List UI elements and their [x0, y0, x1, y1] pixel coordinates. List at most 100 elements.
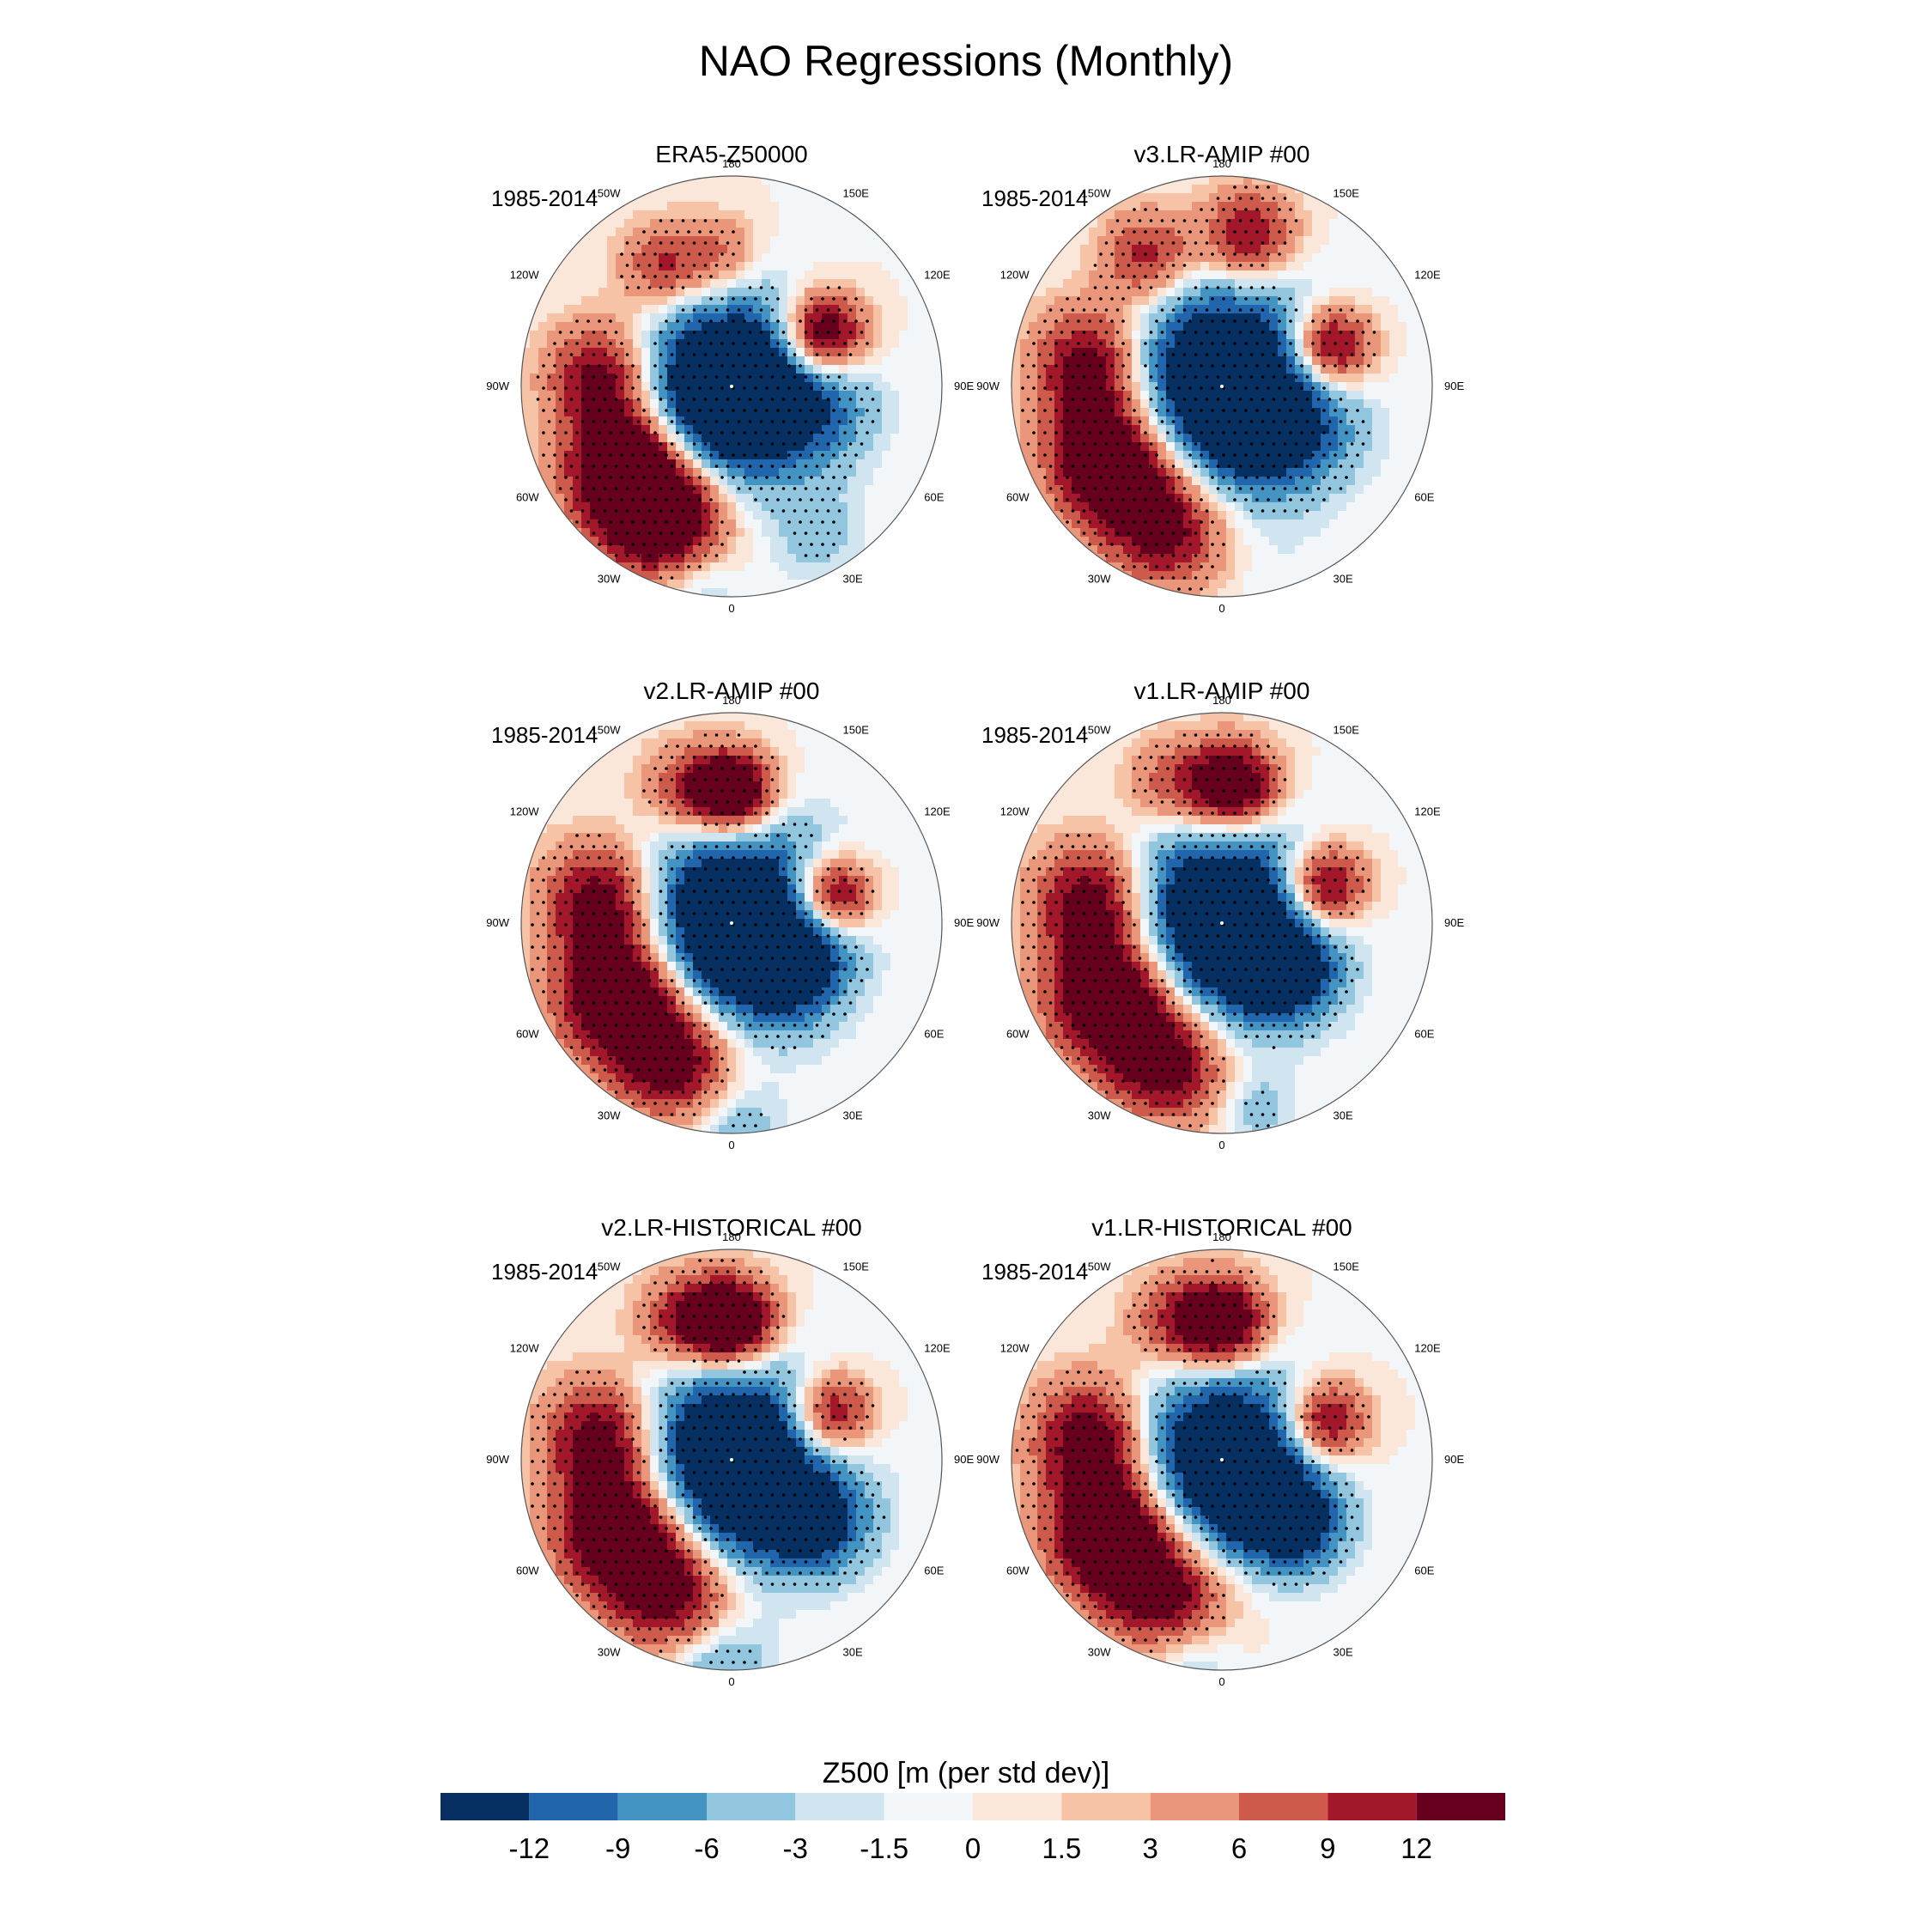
field-cell	[1132, 485, 1141, 495]
stipple-dot	[1272, 308, 1276, 312]
field-cell	[702, 434, 711, 443]
field-cell	[753, 322, 762, 331]
field-cell	[805, 494, 814, 503]
field-cell	[1132, 331, 1141, 340]
field-cell	[1218, 442, 1227, 452]
stipple-dot	[1177, 319, 1181, 323]
field-cell	[667, 545, 677, 555]
field-cell	[1166, 519, 1176, 529]
field-cell	[796, 408, 805, 417]
field-cell	[899, 442, 908, 452]
field-cell	[1303, 391, 1313, 400]
field-cell	[753, 339, 762, 349]
field-cell	[1115, 399, 1124, 409]
field-cell	[736, 562, 745, 572]
field-cell	[676, 313, 685, 323]
field-cell	[616, 477, 625, 486]
stipple-dot	[564, 386, 568, 390]
field-cell	[1140, 279, 1150, 289]
field-cell	[1123, 348, 1133, 357]
stipple-dot	[625, 264, 629, 267]
stipple-dot	[799, 409, 802, 412]
stipple-dot	[854, 342, 858, 345]
stipple-dot	[1104, 286, 1109, 289]
stipple-dot	[1244, 364, 1248, 368]
field-cell	[1364, 451, 1373, 460]
field-cell	[787, 537, 797, 546]
field-cell	[1089, 442, 1098, 452]
field-cell	[839, 519, 848, 529]
field-cell	[1166, 580, 1176, 589]
field-cell	[693, 382, 702, 392]
stipple-dot	[770, 487, 775, 490]
field-cell	[590, 279, 599, 289]
field-cell	[1252, 236, 1261, 246]
field-cell	[650, 270, 659, 280]
field-cell	[1029, 305, 1038, 314]
field-cell	[641, 382, 651, 392]
stipple-dot	[647, 264, 652, 267]
field-cell	[1080, 537, 1090, 546]
field-cell	[890, 253, 900, 263]
field-cell	[1192, 356, 1201, 366]
field-cell	[830, 382, 840, 392]
field-cell	[1269, 296, 1279, 306]
field-cell	[1415, 313, 1425, 323]
field-cell	[1054, 408, 1064, 417]
field-cell	[702, 279, 711, 289]
field-cell	[1226, 356, 1236, 366]
field-cell	[865, 391, 874, 400]
field-cell	[925, 296, 934, 306]
field-cell	[1226, 485, 1236, 495]
field-cell	[1235, 228, 1244, 237]
field-cell	[633, 322, 642, 331]
stipple-dot	[553, 386, 556, 390]
field-cell	[1355, 494, 1364, 503]
stipple-dot	[1037, 331, 1042, 334]
field-cell	[1192, 468, 1201, 477]
field-cell	[1200, 288, 1210, 297]
field-cell	[787, 562, 797, 572]
stipple-dot	[1115, 241, 1120, 245]
field-cell	[744, 468, 754, 477]
stipple-dot	[547, 398, 551, 401]
stipple-dot	[603, 353, 607, 356]
field-cell	[1175, 451, 1184, 460]
field-cell	[1338, 339, 1347, 349]
field-cell	[702, 296, 711, 306]
field-cell	[890, 391, 900, 400]
field-cell	[1106, 296, 1115, 306]
field-cell	[770, 485, 780, 495]
field-cell	[1132, 339, 1141, 349]
field-cell	[848, 477, 857, 486]
stipple-dot	[670, 286, 674, 289]
stipple-dot	[776, 409, 780, 412]
field-cell	[736, 580, 745, 589]
field-cell	[1364, 468, 1373, 477]
field-cell	[607, 416, 617, 426]
field-cell	[1406, 408, 1416, 417]
field-cell	[1072, 270, 1081, 280]
field-cell	[1286, 305, 1296, 314]
field-cell	[1192, 339, 1201, 349]
field-cell	[1243, 228, 1253, 237]
stipple-dot	[1104, 308, 1109, 312]
field-cell	[1261, 545, 1270, 555]
field-cell	[1252, 185, 1261, 194]
field-cell	[1364, 296, 1373, 306]
stipple-dot	[586, 453, 590, 457]
field-cell	[633, 477, 642, 486]
stipple-dot	[614, 420, 618, 423]
field-cell	[727, 580, 737, 589]
field-cell	[521, 331, 531, 340]
field-cell	[1329, 468, 1339, 477]
field-cell	[744, 580, 754, 589]
field-cell	[693, 571, 702, 580]
field-cell	[530, 434, 539, 443]
field-cell	[1218, 562, 1227, 572]
field-cell	[1243, 202, 1253, 211]
field-cell	[1140, 571, 1150, 580]
stipple-dot	[1177, 342, 1181, 345]
field-cell	[736, 331, 745, 340]
